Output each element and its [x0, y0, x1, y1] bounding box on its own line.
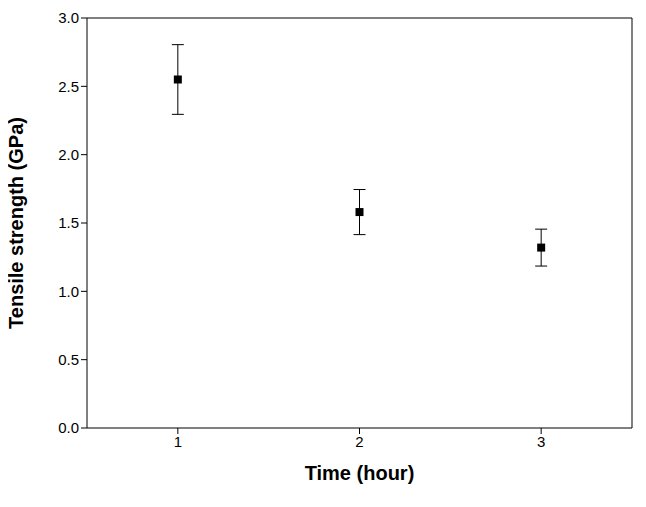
- svg-text:3.0: 3.0: [58, 9, 79, 26]
- svg-text:1: 1: [174, 433, 182, 450]
- svg-text:2.5: 2.5: [58, 78, 79, 95]
- svg-text:2: 2: [355, 433, 363, 450]
- svg-text:3: 3: [537, 433, 545, 450]
- svg-text:1.0: 1.0: [58, 283, 79, 300]
- svg-text:Tensile strength (GPa): Tensile strength (GPa): [8, 117, 27, 329]
- svg-text:1.5: 1.5: [58, 214, 79, 231]
- svg-text:0.5: 0.5: [58, 351, 79, 368]
- svg-text:2.0: 2.0: [58, 146, 79, 163]
- svg-text:Time (hour): Time (hour): [305, 462, 415, 484]
- svg-text:0.0: 0.0: [58, 419, 79, 436]
